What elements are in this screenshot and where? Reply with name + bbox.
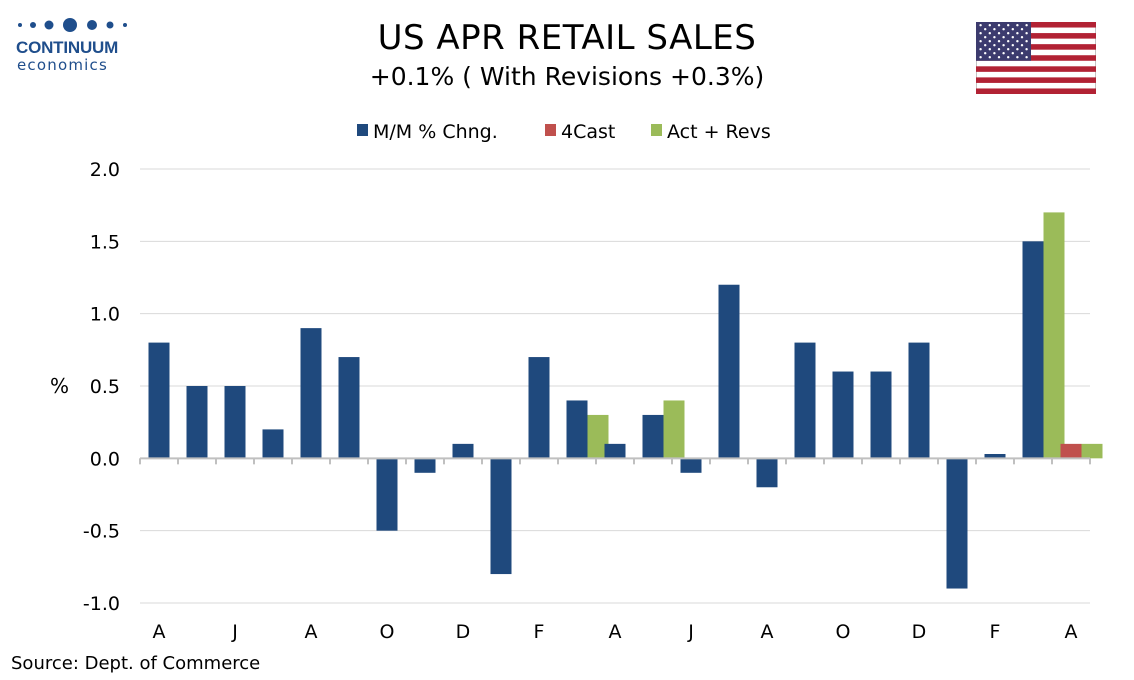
- x-tick-label: F: [534, 621, 545, 643]
- bar-mm-chng: [604, 443, 626, 459]
- bar-mm-chng: [414, 458, 436, 473]
- x-tick-label: O: [836, 621, 851, 643]
- x-tick-label: A: [609, 621, 622, 643]
- y-axis-ticks: 2.0 1.5 1.0 0.5 0.0 -0.5 -1.0: [83, 159, 120, 615]
- y-tick-label: 2.0: [90, 159, 120, 181]
- bar-mm-chng: [490, 458, 512, 575]
- legend-swatch: [651, 124, 662, 136]
- bar-mm-chng: [984, 453, 1006, 459]
- y-tick-label: 0.5: [90, 376, 120, 398]
- y-tick-label: 1.0: [90, 304, 120, 326]
- bar-mm-chng: [528, 357, 550, 459]
- x-axis: [139, 457, 1091, 465]
- bar-mm-chng: [300, 328, 322, 459]
- bar-mm-chng: [832, 371, 854, 459]
- logo-dots-icon: [18, 18, 127, 32]
- bar-mm-chng: [338, 357, 360, 459]
- bar-act-revs: [663, 400, 685, 459]
- x-tick-label: F: [990, 621, 1001, 643]
- bar-mm-chng: [376, 458, 398, 531]
- chart-title: US APR RETAIL SALES: [377, 18, 757, 58]
- chart-bars: [148, 212, 1103, 589]
- legend-entry: 4Cast: [561, 121, 615, 143]
- bar-mm-chng: [870, 371, 892, 459]
- bar-mm-chng: [642, 414, 664, 459]
- bar-act-revs: [1043, 212, 1065, 459]
- logo-subtitle: economics: [17, 56, 108, 74]
- bar-mm-chng: [186, 386, 208, 459]
- bar-mm-chng: [452, 443, 474, 459]
- bar-4cast: [1060, 443, 1082, 459]
- y-tick-label: -0.5: [83, 521, 120, 543]
- x-tick-label: J: [687, 621, 694, 643]
- continuum-economics-logo: CONTINUUM economics: [14, 14, 134, 74]
- bar-mm-chng: [718, 284, 740, 459]
- bar-mm-chng: [794, 342, 816, 459]
- source-note: Source: Dept. of Commerce: [11, 653, 261, 674]
- legend-entry: M/M % Chng.: [373, 121, 498, 143]
- x-tick-label: O: [380, 621, 395, 643]
- x-tick-label: A: [761, 621, 774, 643]
- bar-mm-chng: [148, 342, 170, 459]
- x-tick-label: A: [153, 621, 166, 643]
- bar-mm-chng: [756, 458, 778, 488]
- logo-name: CONTINUUM: [16, 38, 119, 57]
- x-tick-label: D: [456, 621, 471, 643]
- bar-mm-chng: [908, 342, 930, 459]
- legend-swatch: [545, 124, 556, 136]
- bar-mm-chng: [1022, 241, 1044, 459]
- bar-mm-chng: [224, 386, 246, 459]
- bar-mm-chng: [946, 458, 968, 589]
- y-tick-label: 0.0: [90, 448, 120, 470]
- chart-subtitle: +0.1% ( With Revisions +0.3%): [369, 62, 765, 91]
- bar-mm-chng: [566, 400, 588, 459]
- legend-swatch: [357, 124, 368, 136]
- legend-entry: Act + Revs: [667, 121, 771, 143]
- bar-mm-chng: [262, 429, 284, 459]
- y-tick-label: -1.0: [83, 593, 120, 615]
- x-tick-label: A: [305, 621, 318, 643]
- y-axis-label: %: [50, 374, 69, 398]
- chart-legend: M/M % Chng. 4Cast Act + Revs: [357, 121, 771, 143]
- bar-act-revs: [1081, 443, 1103, 459]
- x-tick-label: D: [912, 621, 927, 643]
- bar-act-revs: [587, 414, 609, 459]
- x-tick-label: J: [231, 621, 238, 643]
- bar-mm-chng: [680, 458, 702, 473]
- x-tick-label: A: [1065, 621, 1078, 643]
- us-flag-icon: [976, 22, 1096, 94]
- y-tick-label: 1.5: [90, 231, 120, 253]
